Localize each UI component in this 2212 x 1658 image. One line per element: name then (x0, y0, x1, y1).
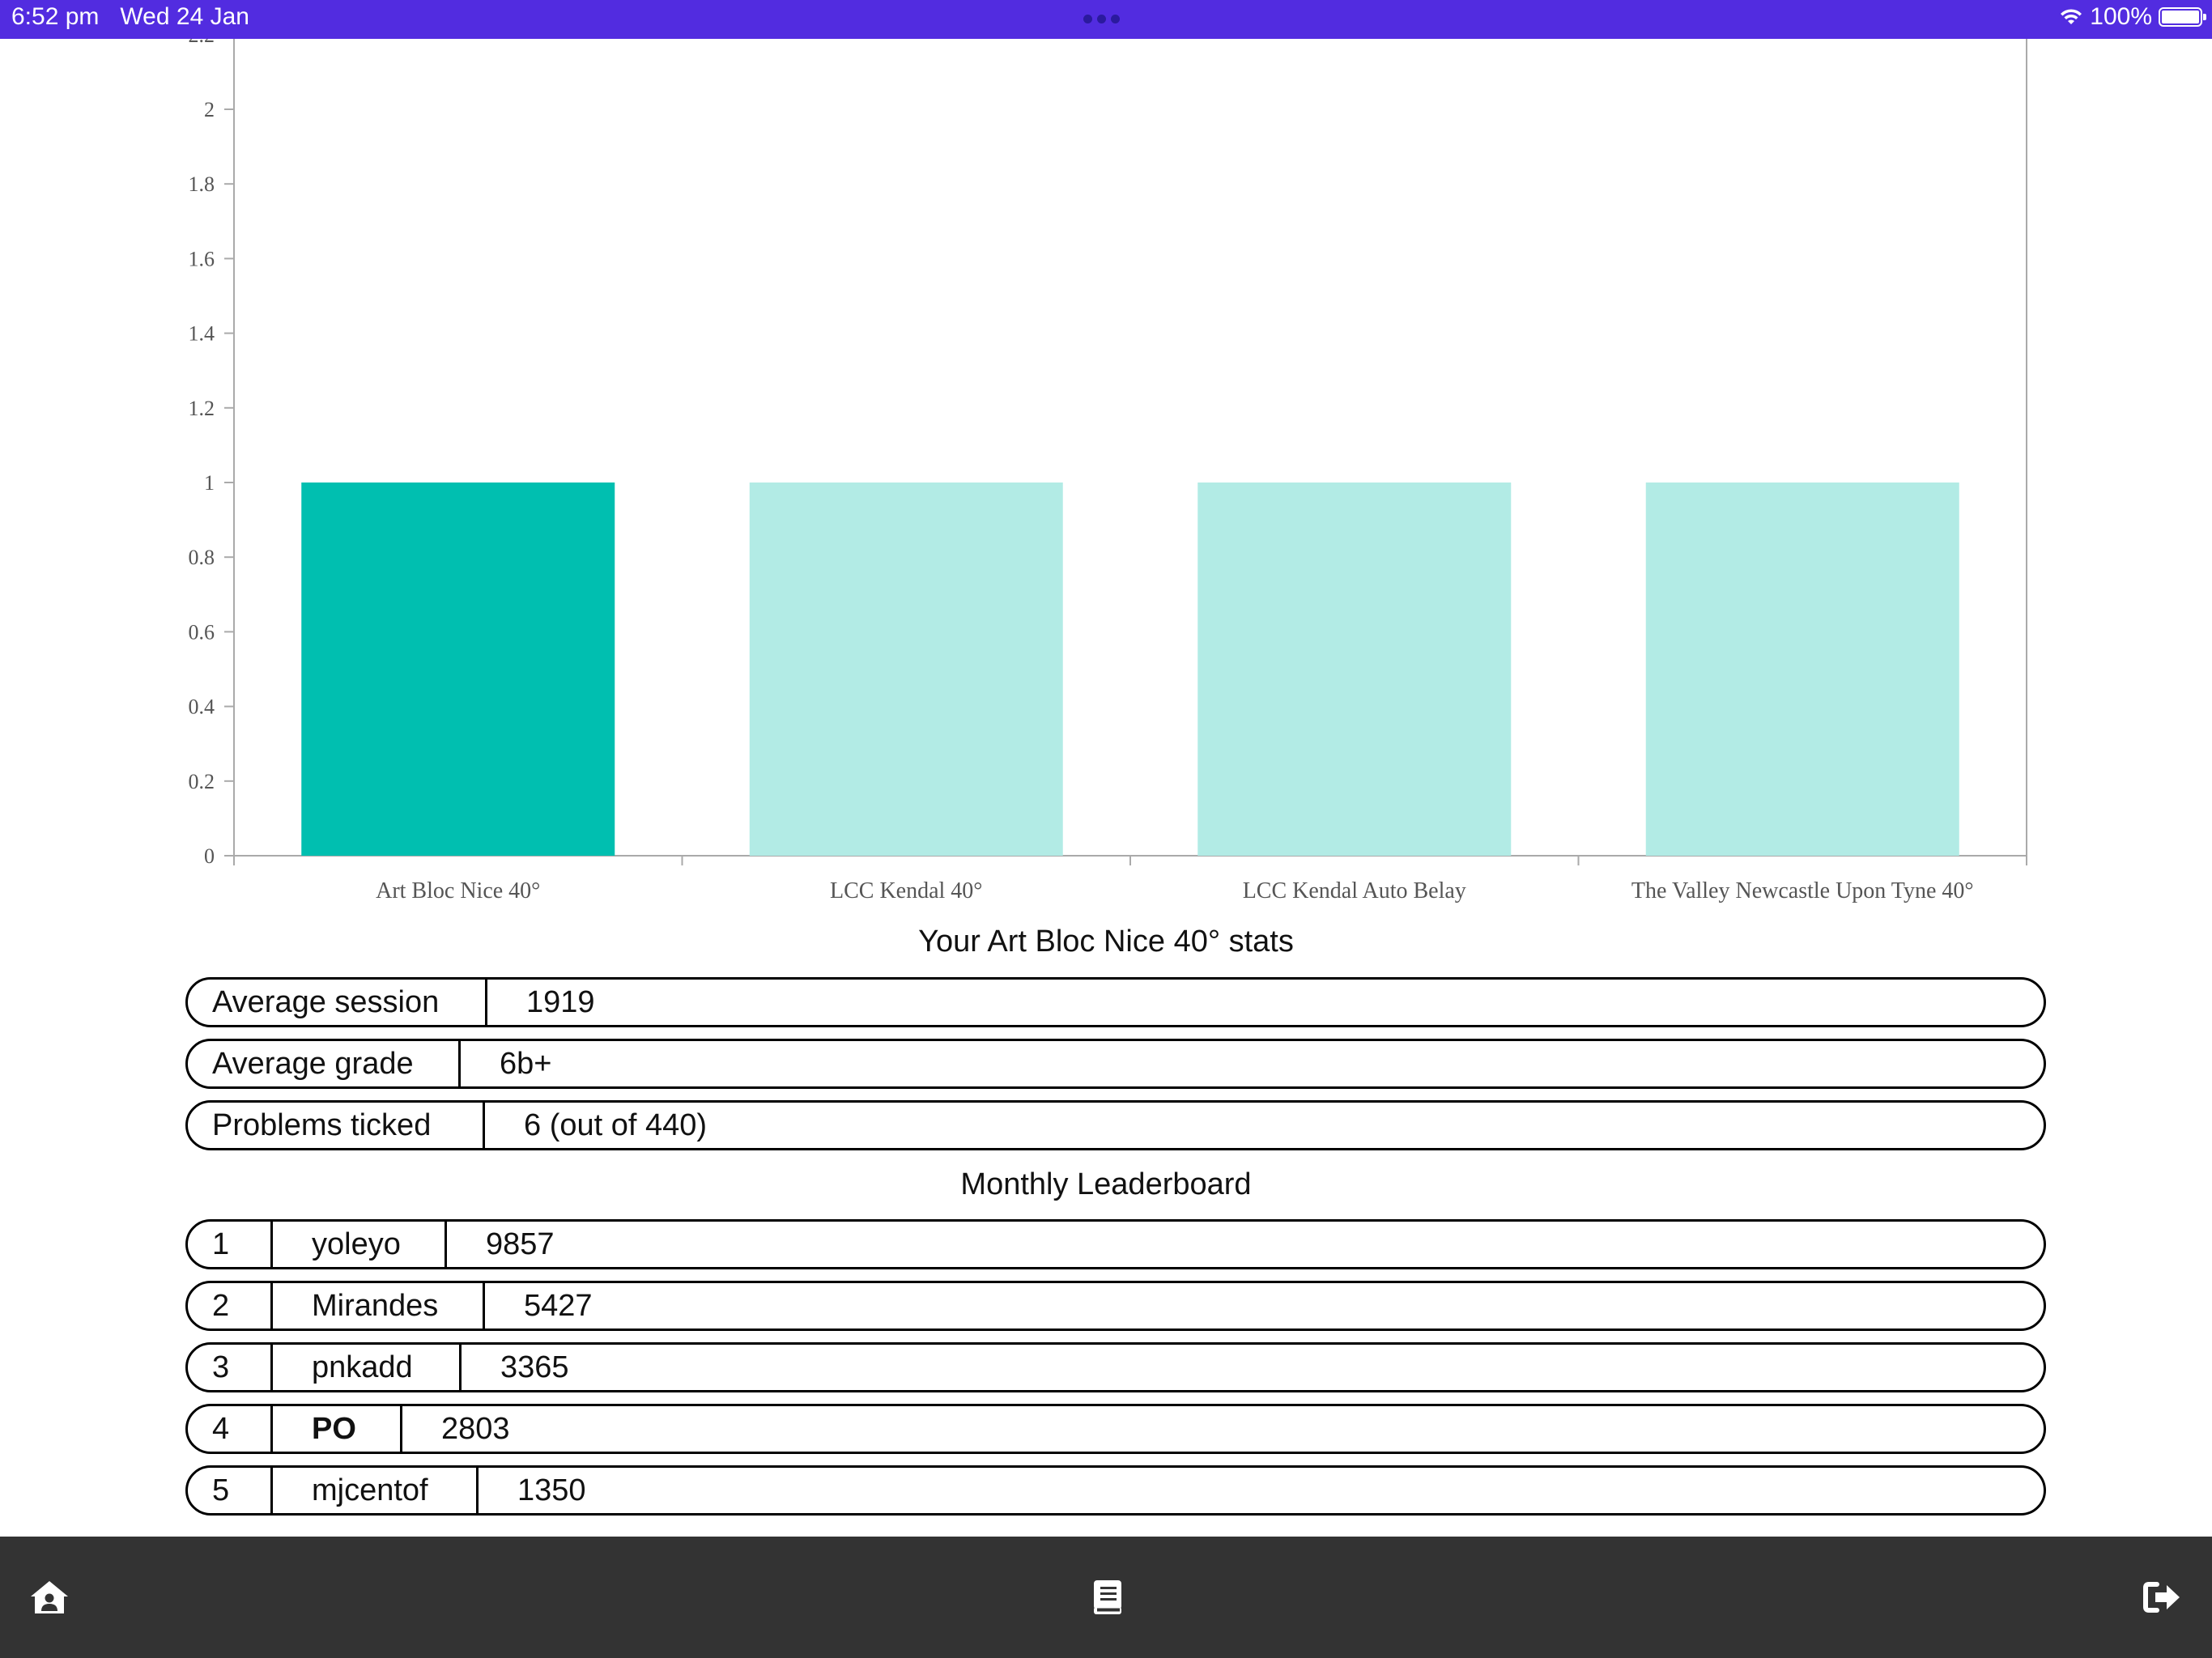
sign-out-icon[interactable] (2142, 1577, 2182, 1618)
status-bar: 6:52 pm Wed 24 Jan 100% (0, 0, 2212, 39)
y-tick-label: 0.6 (189, 620, 215, 644)
y-tick-label: 0.8 (189, 546, 215, 569)
book-icon[interactable] (1087, 1577, 1128, 1618)
gym-bar-chart: 0 0.2 0.4 0.6 0.8 1 1.2 1.4 1.6 1.8 2 2.2 Art Bloc N… (189, 39, 2027, 903)
leaderboard-rank: 4 (188, 1406, 273, 1452)
battery-percentage: 100% (2090, 3, 2152, 30)
bar-0 (301, 483, 615, 856)
leaderboard-row: 4 PO 2803 (185, 1404, 2046, 1454)
stat-label: Average session (188, 980, 487, 1025)
leaderboard-score: 5427 (524, 1288, 593, 1323)
leaderboard-name: pnkadd (273, 1345, 462, 1390)
y-tick-label: 1.4 (189, 322, 215, 346)
y-tick-label: 0.4 (189, 695, 215, 719)
y-tick-label: 1.8 (189, 172, 215, 196)
leaderboard-score: 9857 (486, 1226, 555, 1261)
leaderboard-name: Mirandes (273, 1283, 485, 1329)
stat-label: Average grade (188, 1041, 461, 1086)
x-category-label: LCC Kendal 40° (830, 878, 983, 903)
stats-title: Your Art Bloc Nice 40° stats (918, 925, 1294, 959)
home-user-icon[interactable] (29, 1577, 70, 1618)
bar-3 (1645, 483, 1959, 856)
status-date: Wed 24 Jan (120, 3, 249, 30)
y-tick-label: 0 (204, 844, 215, 868)
leaderboard-rank: 2 (188, 1283, 273, 1329)
x-category-label: Art Bloc Nice 40° (376, 878, 540, 903)
stat-value: 1919 (526, 984, 595, 1019)
bar-2 (1197, 483, 1512, 856)
stat-value: 6b+ (500, 1046, 552, 1081)
battery-icon (2159, 7, 2206, 27)
stat-value: 6 (out of 440) (524, 1107, 708, 1142)
y-tick-label: 1.6 (189, 247, 215, 270)
bottom-nav-bar (0, 1537, 2212, 1658)
leaderboard-rank: 5 (188, 1468, 273, 1513)
multitasking-dots-icon[interactable] (1083, 15, 1120, 23)
leaderboard-name: yoleyo (273, 1222, 447, 1267)
status-time: 6:52 pm (11, 3, 100, 30)
bar-1 (749, 483, 1063, 856)
leaderboard-rank: 1 (188, 1222, 273, 1267)
x-category-label: The Valley Newcastle Upon Tyne 40° (1631, 878, 1974, 903)
y-tick-label: 0.2 (189, 770, 215, 793)
leaderboard-score: 2803 (441, 1411, 510, 1446)
stat-label: Problems ticked (188, 1103, 485, 1148)
leaderboard-row: 2 Mirandes 5427 (185, 1281, 2046, 1331)
x-category-label: LCC Kendal Auto Belay (1243, 878, 1466, 903)
leaderboard-title: Monthly Leaderboard (960, 1167, 1252, 1201)
status-indicators: 100% (2059, 3, 2206, 31)
leaderboard-row: 5 mjcentof 1350 (185, 1465, 2046, 1516)
leaderboard-name: PO (273, 1406, 402, 1452)
wifi-icon (2061, 9, 2082, 24)
y-tick-label: 2 (204, 98, 215, 121)
leaderboard-score: 1350 (517, 1473, 586, 1507)
stat-row: Problems ticked 6 (out of 440) (185, 1100, 2046, 1150)
leaderboard-score: 3365 (500, 1350, 569, 1384)
leaderboard-rank: 3 (188, 1345, 273, 1390)
leaderboard-row: 1 yoleyo 9857 (185, 1219, 2046, 1269)
y-tick-label: 1 (204, 471, 215, 495)
status-time-date: 6:52 pm Wed 24 Jan (11, 3, 249, 31)
stat-row: Average session 1919 (185, 977, 2046, 1027)
y-tick-label: 1.2 (189, 397, 215, 420)
leaderboard-row: 3 pnkadd 3365 (185, 1342, 2046, 1392)
leaderboard-name: mjcentof (273, 1468, 479, 1513)
stat-row: Average grade 6b+ (185, 1039, 2046, 1089)
y-tick-label: 2.2 (189, 39, 215, 47)
